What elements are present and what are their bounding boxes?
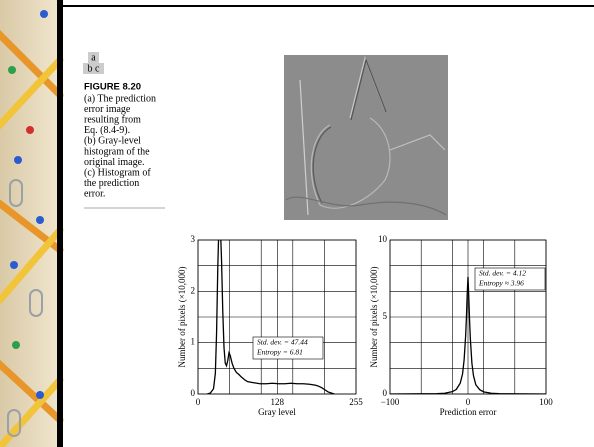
caption-line: the prediction	[84, 178, 139, 189]
annotation: Std. dev. = 47.44	[257, 338, 308, 347]
x-axis-label: Gray level	[258, 407, 296, 417]
x-tick-label: 0	[196, 397, 201, 407]
annotation: Std. dev. = 4.12	[479, 269, 526, 278]
x-tick-label: −100	[381, 397, 400, 407]
caption-line: histogram of the	[84, 146, 150, 157]
top-rule	[63, 5, 594, 7]
figure-number: FIGURE 8.20	[84, 82, 141, 93]
x-tick-label: 100	[539, 397, 553, 407]
x-tick-label: 0	[466, 397, 471, 407]
page: a b c FIGURE 8.20 (a) The predictionerro…	[0, 0, 594, 447]
slide: a b c FIGURE 8.20 (a) The predictionerro…	[0, 0, 594, 447]
caption-line: (b) Gray-level	[84, 136, 141, 147]
prediction-error-image	[284, 55, 448, 220]
x-tick-label: 255	[349, 397, 363, 407]
y-tick-label: 5	[383, 311, 388, 321]
caption-line: error image	[84, 104, 131, 115]
annotation: Entropy ≈ 3.96	[478, 279, 524, 288]
panel-label: a	[91, 52, 96, 63]
y-tick-label: 10	[378, 234, 388, 244]
decorative-border	[0, 0, 60, 447]
panel-label: b c	[88, 63, 101, 74]
y-tick-label: 1	[191, 337, 196, 347]
caption-line: original image.	[84, 157, 145, 168]
border-bar	[57, 0, 63, 447]
y-axis-label: Number of pixels (×10,000)	[177, 266, 187, 367]
y-tick-label: 3	[191, 234, 196, 244]
x-axis-label: Prediction error	[440, 407, 497, 417]
annotation: Entropy = 6.81	[256, 348, 303, 357]
x-tick-label: 128	[271, 397, 285, 407]
y-tick-label: 0	[191, 388, 196, 398]
y-tick-label: 2	[191, 285, 196, 295]
caption-line: (c) Histogram of	[84, 167, 151, 178]
caption-line: error.	[84, 189, 105, 200]
caption-line: Eq. (8.4-9).	[84, 125, 130, 136]
caption-line: resulting from	[84, 114, 141, 125]
y-axis-label: Number of pixels (×10,000)	[369, 266, 379, 367]
caption-line: (a) The prediction	[84, 93, 156, 104]
data-line	[207, 219, 334, 394]
